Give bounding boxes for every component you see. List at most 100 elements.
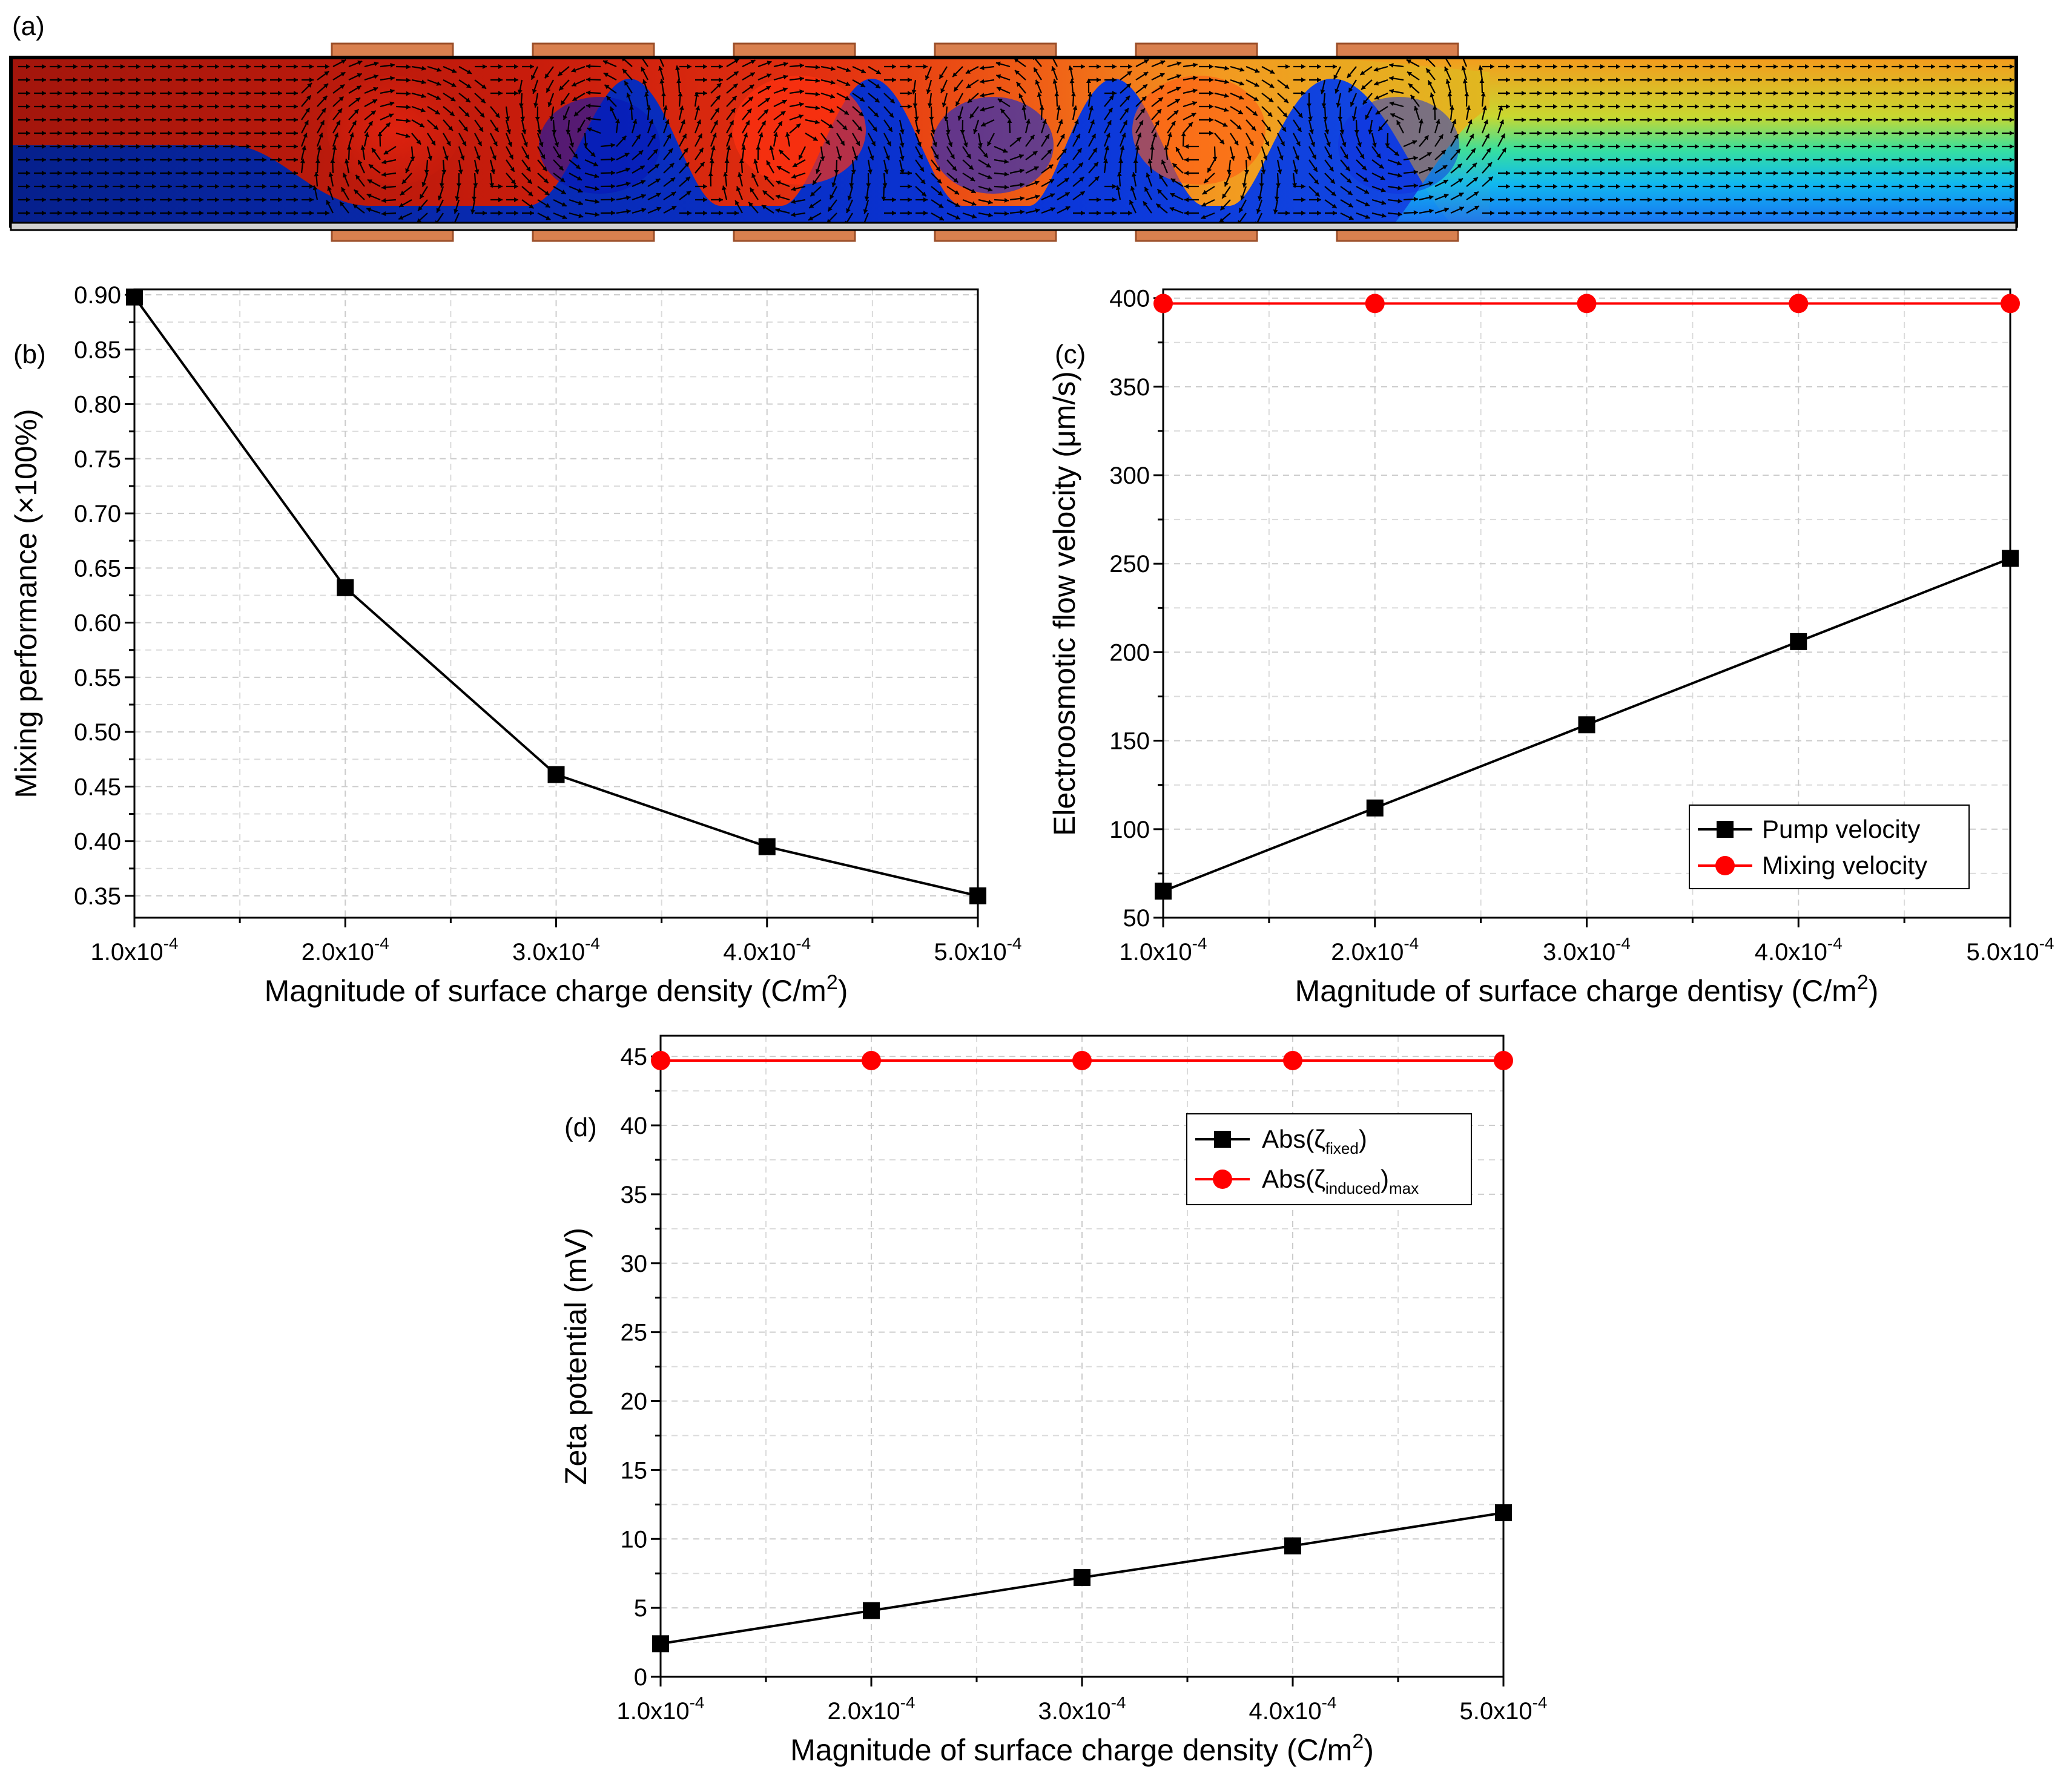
velocity-arrowhead [317, 145, 322, 151]
velocity-arrowhead [1413, 197, 1418, 202]
velocity-arrowhead [1679, 77, 1683, 82]
velocity-arrowhead [152, 131, 156, 136]
velocity-arrowhead [747, 108, 752, 114]
velocity-arrowhead [1836, 77, 1841, 82]
velocity-arrowhead [1170, 179, 1176, 183]
velocity-arrowhead [58, 184, 62, 189]
velocity-arrowhead [719, 64, 723, 69]
velocity-arrowhead [1585, 157, 1589, 162]
velocity-arrowhead [1301, 91, 1305, 96]
velocity-arrowhead [868, 169, 873, 174]
velocity-arrowhead [1301, 64, 1305, 69]
velocity-arrowhead [466, 83, 472, 88]
velocity-arrowhead [89, 104, 93, 109]
velocity-arrowhead [1962, 131, 1967, 136]
velocity-arrowhead [575, 164, 581, 169]
velocity-arrowhead [2010, 77, 2014, 82]
velocity-arrowhead [1086, 79, 1091, 84]
velocity-arrowhead [530, 64, 534, 69]
velocity-arrowhead [1459, 206, 1464, 211]
velocity-arrowhead [558, 71, 563, 76]
velocity-arrowhead [1443, 207, 1449, 212]
velocity-arrowhead [1297, 127, 1302, 132]
velocity-arrowhead [1125, 96, 1130, 101]
velocity-arrowhead [1616, 144, 1620, 149]
velocity-arrowhead [1978, 91, 1982, 96]
velocity-arrowhead [1962, 64, 1967, 69]
velocity-arrowhead [908, 171, 912, 176]
velocity-arrowhead [899, 142, 905, 148]
velocity-arrowhead [1281, 127, 1286, 132]
velocity-arrowhead [439, 183, 444, 188]
velocity-arrowhead [1069, 79, 1075, 84]
velocity-arrowhead [1335, 88, 1339, 94]
velocity-arrowhead [1537, 144, 1542, 149]
velocity-arrowhead [1389, 101, 1394, 107]
velocity-arrowhead [937, 191, 943, 196]
velocity-arrowhead [1018, 154, 1024, 159]
velocity-arrowhead [1239, 67, 1245, 72]
velocity-arrowhead [955, 101, 960, 107]
velocity-arrowhead [1193, 62, 1198, 68]
data-point-square [1495, 1504, 1512, 1521]
data-point-square [1074, 1569, 1090, 1587]
velocity-arrowhead [390, 62, 395, 68]
velocity-arrowhead [473, 183, 478, 188]
velocity-arrowhead [294, 131, 298, 136]
velocity-arrowhead [520, 116, 526, 121]
velocity-arrowhead [262, 104, 266, 109]
velocity-arrowhead [215, 211, 219, 216]
velocity-arrowhead [199, 117, 203, 122]
velocity-arrowhead [1836, 144, 1841, 149]
velocity-arrowhead [1962, 117, 1967, 122]
velocity-arrowhead [1075, 134, 1080, 139]
velocity-arrowhead [246, 211, 251, 216]
velocity-arrowhead [830, 94, 835, 99]
velocity-arrowhead [1301, 211, 1305, 216]
velocity-arrowhead [262, 211, 266, 216]
velocity-arrowhead [262, 144, 266, 149]
velocity-arrowhead [356, 85, 361, 90]
velocity-arrowhead [1805, 171, 1809, 176]
velocity-arrowhead [1350, 102, 1355, 107]
velocity-arrowhead [231, 104, 235, 109]
y-tick-label: 300 [1109, 462, 1150, 489]
velocity-arrowhead [498, 184, 503, 189]
velocity-arrowhead [1947, 64, 1951, 69]
chart-d-zeta-potential: 1.0x10-4 2.0x10-4 3.0x10-4 4.0x10-4 5.0x10-4… [559, 1035, 1548, 1767]
velocity-arrowhead [374, 61, 379, 67]
velocity-arrowhead [1695, 64, 1699, 69]
velocity-arrowhead [1389, 62, 1394, 68]
velocity-arrowhead [1374, 81, 1379, 86]
velocity-arrowhead [1884, 117, 1888, 122]
velocity-arrowhead [1726, 157, 1731, 162]
velocity-arrowhead [1354, 130, 1359, 134]
y-tick-label: 350 [1109, 374, 1150, 401]
velocity-arrowhead [1445, 79, 1451, 84]
velocity-arrowhead [969, 113, 975, 119]
velocity-arrowhead [530, 211, 534, 216]
velocity-arrowhead [1836, 197, 1841, 202]
velocity-arrowhead [1899, 104, 1904, 109]
velocity-arrowhead [1915, 171, 1919, 176]
velocity-arrowhead [765, 86, 771, 91]
y-tick-label: 35 [621, 1182, 648, 1208]
velocity-arrowhead [26, 171, 30, 176]
velocity-arrowhead [1742, 117, 1746, 122]
velocity-arrowhead [523, 142, 528, 147]
velocity-arrowhead [278, 144, 282, 149]
velocity-arrowhead [246, 117, 251, 122]
velocity-arrowhead [1679, 211, 1683, 216]
velocity-arrowhead [610, 107, 615, 112]
velocity-arrowhead [881, 196, 886, 201]
velocity-arrowhead [89, 211, 93, 216]
velocity-arrowhead [1159, 85, 1164, 90]
velocity-arrowhead [73, 157, 78, 162]
velocity-arrowhead [1021, 105, 1027, 110]
velocity-arrowhead [1192, 101, 1197, 106]
velocity-arrowhead [1181, 132, 1186, 137]
velocity-arrowhead [1522, 197, 1526, 202]
velocity-arrowhead [1726, 91, 1731, 96]
velocity-arrowhead [857, 126, 862, 131]
velocity-arrowhead [73, 131, 78, 136]
